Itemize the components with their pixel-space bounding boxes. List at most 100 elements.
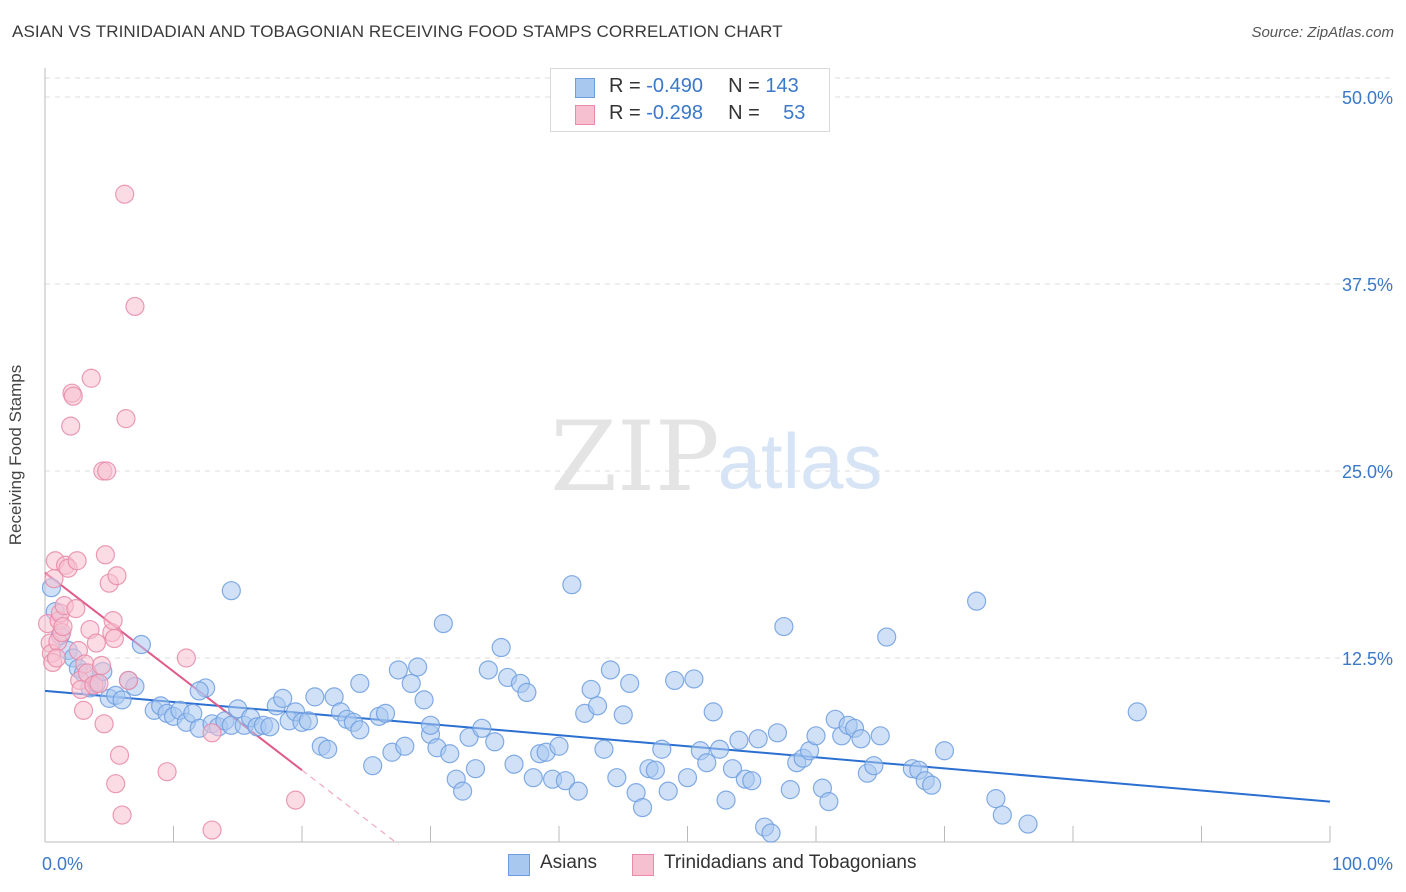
trini-point bbox=[95, 545, 115, 565]
legend-n-value: 53 bbox=[783, 102, 806, 124]
trini-point bbox=[81, 368, 101, 388]
bottom-legend-label-asians: Asians bbox=[540, 852, 598, 873]
asian-point bbox=[934, 741, 955, 761]
asian-point bbox=[131, 634, 151, 655]
asian-point bbox=[806, 726, 826, 746]
asian-point bbox=[453, 781, 473, 801]
asian-point bbox=[388, 660, 408, 680]
trini-point bbox=[104, 628, 124, 649]
trini-point bbox=[176, 648, 196, 668]
asian-point bbox=[864, 756, 884, 776]
legend-r-label: R = bbox=[609, 102, 641, 124]
trini-point bbox=[97, 461, 117, 481]
asian-point bbox=[677, 768, 698, 788]
asian-point bbox=[703, 702, 723, 722]
asian-point bbox=[260, 717, 280, 737]
asian-point bbox=[1127, 702, 1147, 722]
trini-trend-line bbox=[44, 571, 303, 771]
trini-point bbox=[106, 774, 126, 794]
watermark-zip: ZIP bbox=[550, 401, 719, 513]
chart-source: Source: ZipAtlas.com bbox=[1251, 24, 1394, 41]
asian-point bbox=[819, 792, 839, 812]
asian-point bbox=[761, 823, 781, 843]
trini-point bbox=[112, 805, 132, 825]
y-tick-label: 37.5% bbox=[1342, 275, 1393, 295]
trini-point bbox=[285, 790, 306, 810]
asian-point bbox=[742, 771, 762, 791]
asian-point bbox=[395, 736, 415, 756]
asian-point bbox=[465, 759, 486, 779]
asian-point bbox=[414, 690, 434, 710]
asian-point bbox=[722, 759, 743, 779]
trini-point bbox=[46, 648, 67, 668]
asian-point bbox=[440, 744, 460, 764]
asian-point bbox=[658, 781, 678, 801]
asian-point bbox=[986, 789, 1006, 809]
trini-trend-extension bbox=[301, 769, 399, 845]
trini-point bbox=[157, 762, 177, 782]
bottom-legend-swatch-asians bbox=[508, 854, 530, 876]
trini-point bbox=[53, 616, 73, 637]
trini-point bbox=[86, 633, 107, 653]
bottom-legend-swatch-trini bbox=[632, 854, 654, 876]
asian-point bbox=[298, 711, 319, 731]
asian-point bbox=[478, 660, 498, 680]
watermark-atlas: atlas bbox=[718, 417, 883, 505]
asian-point bbox=[645, 760, 665, 780]
asian-point bbox=[350, 720, 370, 740]
legend-r-label: R = bbox=[609, 75, 641, 97]
asian-point bbox=[774, 616, 794, 637]
asian-point bbox=[922, 775, 942, 795]
asian-point bbox=[350, 673, 370, 694]
legend-n-label: N = bbox=[728, 75, 760, 97]
trini-point bbox=[94, 714, 114, 734]
trini-point bbox=[109, 745, 130, 765]
legend-n-label: N = bbox=[728, 102, 760, 124]
legend-r-value: -0.490 bbox=[646, 75, 703, 97]
asian-point bbox=[318, 739, 338, 759]
x-tick-label-min: 0.0% bbox=[42, 854, 83, 874]
asian-point bbox=[729, 730, 749, 750]
chart-title: ASIAN VS TRINIDADIAN AND TOBAGONIAN RECE… bbox=[12, 22, 783, 41]
asian-point bbox=[485, 732, 505, 752]
asian-point bbox=[652, 739, 672, 759]
legend-swatch-asians bbox=[575, 78, 595, 98]
bottom-legend-label-trini: Trinidadians and Tobagonians bbox=[664, 852, 917, 873]
asian-point bbox=[632, 797, 653, 818]
asian-point bbox=[112, 690, 132, 710]
asian-point bbox=[587, 696, 608, 716]
asian-point bbox=[697, 753, 717, 773]
x-tick-label-max: 100.0% bbox=[1332, 854, 1393, 874]
trini-point bbox=[116, 409, 136, 429]
y-axis-label: Receiving Food Stamps bbox=[6, 364, 25, 546]
asian-point bbox=[517, 682, 537, 703]
trini-point bbox=[63, 386, 83, 406]
asian-point bbox=[748, 729, 768, 749]
legend-n-value: 143 bbox=[765, 75, 799, 97]
asian-point bbox=[491, 637, 511, 658]
y-tick-label: 25.0% bbox=[1342, 462, 1393, 482]
asian-point bbox=[607, 768, 627, 788]
asian-point bbox=[684, 669, 704, 689]
asian-point bbox=[1018, 814, 1038, 834]
asian-point bbox=[433, 613, 453, 634]
trini-point bbox=[66, 599, 86, 619]
asian-point bbox=[562, 575, 582, 595]
asian-point bbox=[613, 705, 633, 725]
asian-point bbox=[877, 627, 897, 647]
trini-point bbox=[89, 673, 109, 694]
asian-point bbox=[851, 729, 871, 749]
asian-point bbox=[189, 681, 209, 701]
asian-point bbox=[549, 736, 569, 756]
asian-point bbox=[600, 660, 621, 680]
asian-point bbox=[581, 679, 601, 700]
asian-point bbox=[665, 670, 685, 691]
asian-point bbox=[767, 723, 788, 743]
asian-point bbox=[523, 768, 543, 788]
asian-point bbox=[780, 780, 800, 800]
asian-point bbox=[870, 726, 890, 746]
trini-point bbox=[202, 723, 222, 743]
asian-point bbox=[992, 805, 1012, 825]
asian-point bbox=[967, 591, 987, 611]
